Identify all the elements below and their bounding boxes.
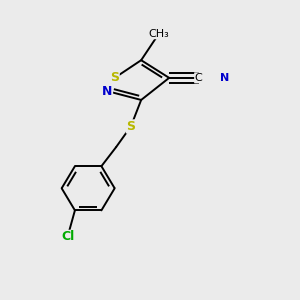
Text: S: S bbox=[110, 71, 119, 84]
Text: Cl: Cl bbox=[61, 230, 74, 243]
Text: CH₃: CH₃ bbox=[148, 29, 169, 39]
Text: S: S bbox=[126, 120, 135, 133]
Text: N: N bbox=[102, 85, 112, 98]
Text: N: N bbox=[220, 73, 230, 83]
Text: C: C bbox=[195, 73, 203, 83]
